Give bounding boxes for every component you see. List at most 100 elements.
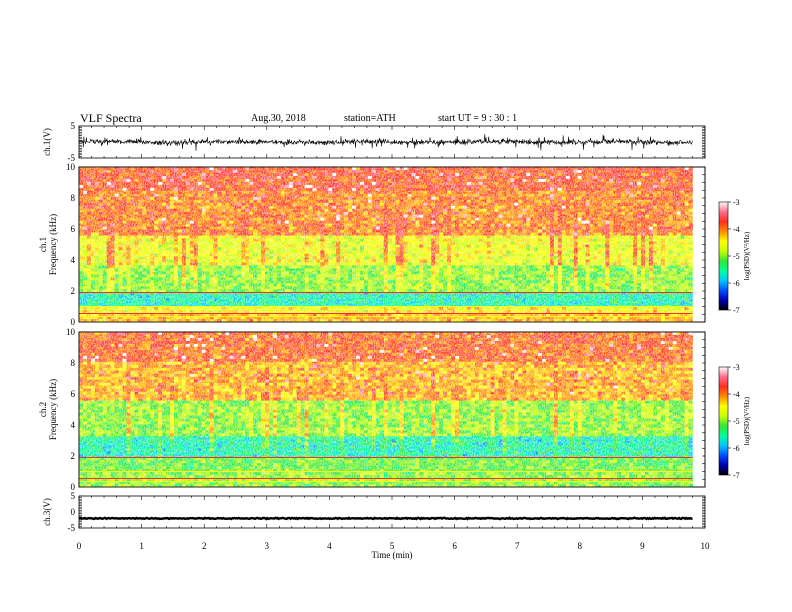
ch1-spectrogram-cell	[268, 187, 274, 192]
ch1-spectrogram-cell	[257, 208, 262, 213]
ch1-spectrogram-cell	[344, 304, 349, 308]
ch1-spectrogram-cell	[189, 193, 195, 198]
ch1-spectrogram-cell	[138, 190, 143, 195]
ch1-spectrogram-cell	[419, 295, 424, 299]
ch1-spectrogram-cell	[304, 265, 309, 269]
ch1-spectrogram-cell	[276, 181, 282, 186]
ch1-spectrogram-cell	[189, 268, 195, 272]
ch1-spectrogram-cell	[288, 304, 294, 308]
ch1-spectrogram-cell	[427, 167, 432, 171]
ch1-spectrogram-cell	[387, 178, 392, 183]
ch1-spectrogram-cell	[363, 223, 369, 227]
ch1-spectrogram-cell	[411, 208, 416, 213]
ch1-spectrogram-cell	[217, 220, 222, 224]
ch1-spectrogram-cell	[229, 289, 234, 293]
ch1-spectrogram-cell	[197, 271, 202, 275]
ch1-spectrogram-cell	[233, 193, 238, 198]
ch1-spectrogram-cell	[268, 280, 274, 284]
ch1-spectrogram-cell	[225, 292, 230, 296]
ch1-spectrogram-cell	[170, 167, 175, 171]
ch1-spectrogram-cell	[102, 283, 108, 287]
ch1-spectrogram-cell	[395, 295, 400, 299]
ch1-spectrogram-cell	[253, 292, 258, 296]
ch1-spectrogram-cell	[221, 178, 226, 183]
ch1-spectrogram-cell	[312, 319, 317, 323]
ch1-spectrogram-cell	[249, 214, 254, 218]
ch1-spectrogram-cell	[403, 226, 408, 230]
ch1-spectrogram-cell	[292, 253, 297, 257]
ch1-spectrogram-cell	[300, 259, 305, 263]
ch1-spectrogram-cell	[114, 286, 119, 290]
ch1-spectrogram-cell	[201, 235, 206, 239]
ch1-spectrogram-cell	[312, 274, 317, 278]
ch1-spectrogram-cell	[237, 167, 242, 171]
ch1-spectrogram-cell	[166, 190, 171, 195]
ch1-spectrogram-cell	[332, 298, 337, 302]
ch1-spectrogram-cell	[102, 214, 108, 218]
ch1-spectrogram-cell	[261, 172, 266, 177]
ch1-spectrogram-cell	[265, 238, 270, 242]
ch1-spectrogram-cell	[205, 167, 210, 171]
ch1-spectrogram-cell	[213, 178, 218, 183]
ch1-spectrogram-cell	[352, 238, 357, 242]
ch1-spectrogram-cell	[185, 253, 191, 257]
ch1-spectrogram-cell	[245, 256, 250, 260]
ch1-spectrogram-cell	[217, 196, 222, 201]
ch1-spectrogram-cell	[170, 181, 175, 186]
ch1-spectrogram-cell	[110, 196, 115, 201]
ch1-spectrogram-cell	[181, 217, 187, 221]
ch1-spectrogram-cell	[237, 307, 242, 311]
ch1-spectrogram-cell	[296, 167, 301, 171]
ch1-spectrogram-cell	[98, 277, 104, 281]
ch1-spectrogram-cell	[114, 196, 119, 201]
ch1-spectrogram-cell	[431, 310, 436, 314]
ch1-spectrogram-cell	[268, 226, 274, 230]
ch1-spectrogram-cell	[276, 229, 282, 233]
ch1-spectrogram-cell	[316, 289, 321, 293]
ch1-spectrogram-cell	[225, 205, 230, 210]
ch1-spectrogram-cell	[352, 235, 357, 239]
ch1-spectrogram-cell	[257, 250, 262, 254]
ch1-spectrogram-cell	[181, 172, 187, 177]
ch1-spectrogram-cell	[173, 211, 179, 215]
ch1-spectrogram-cell	[284, 250, 290, 254]
ch1-spectrogram-cell	[205, 319, 210, 323]
ch1-spectrogram-cell	[360, 244, 365, 248]
ch1-spectrogram-cell	[122, 229, 127, 233]
ch1-spectrogram-cell	[146, 208, 151, 213]
ch1-spectrogram-cell	[150, 205, 155, 210]
ch1-spectrogram-cell	[173, 235, 179, 239]
ch1-spectrogram-cell	[375, 307, 381, 311]
ch1-spectrogram-cell	[233, 259, 238, 263]
ch1-spectrogram-cell	[352, 319, 357, 323]
ch1-spectrogram-cell	[356, 184, 361, 189]
ch1-spectrogram-cell	[110, 199, 115, 204]
ch1-spectrogram-cell	[134, 220, 139, 224]
ch1-spectrogram-cell	[403, 202, 408, 207]
ch1-spectrogram-cell	[114, 292, 119, 296]
ch1-spectrogram-cell	[241, 175, 246, 180]
ch1-spectrogram-cell	[126, 280, 131, 284]
ch1-spectrogram-cell	[340, 304, 345, 308]
ch1-spectrogram-cell	[419, 196, 424, 201]
ch1-spectrogram-cell	[201, 211, 206, 215]
ch1-spectrogram-cell	[360, 253, 365, 257]
ch1-spectrogram-cell	[415, 238, 420, 242]
ch1-spectrogram-cell	[411, 178, 416, 183]
ch1-spectrogram-cell	[320, 199, 325, 204]
ch1-spectrogram-cell	[197, 286, 202, 290]
ch1-spectrogram-cell	[395, 172, 400, 177]
ch1-spectrogram-cell	[166, 241, 171, 245]
ch1-spectrogram-cell	[316, 274, 321, 278]
ch1-spectrogram-cell	[86, 220, 92, 224]
ch1-spectrogram-cell	[379, 274, 385, 278]
ch1-spectrogram-cell	[134, 268, 139, 272]
ch1-spectrogram-cell	[233, 304, 238, 308]
ch1-spectrogram-cell	[308, 316, 313, 320]
ch1-spectrogram-cell	[419, 286, 424, 290]
ch1-spectrogram-cell	[399, 217, 404, 221]
ch1-spectrogram-cell	[98, 274, 104, 278]
ch1-spectrogram-cell	[225, 235, 230, 239]
ch1-spectrogram-cell	[90, 205, 96, 210]
ch1-spectrogram-cell	[217, 253, 222, 257]
